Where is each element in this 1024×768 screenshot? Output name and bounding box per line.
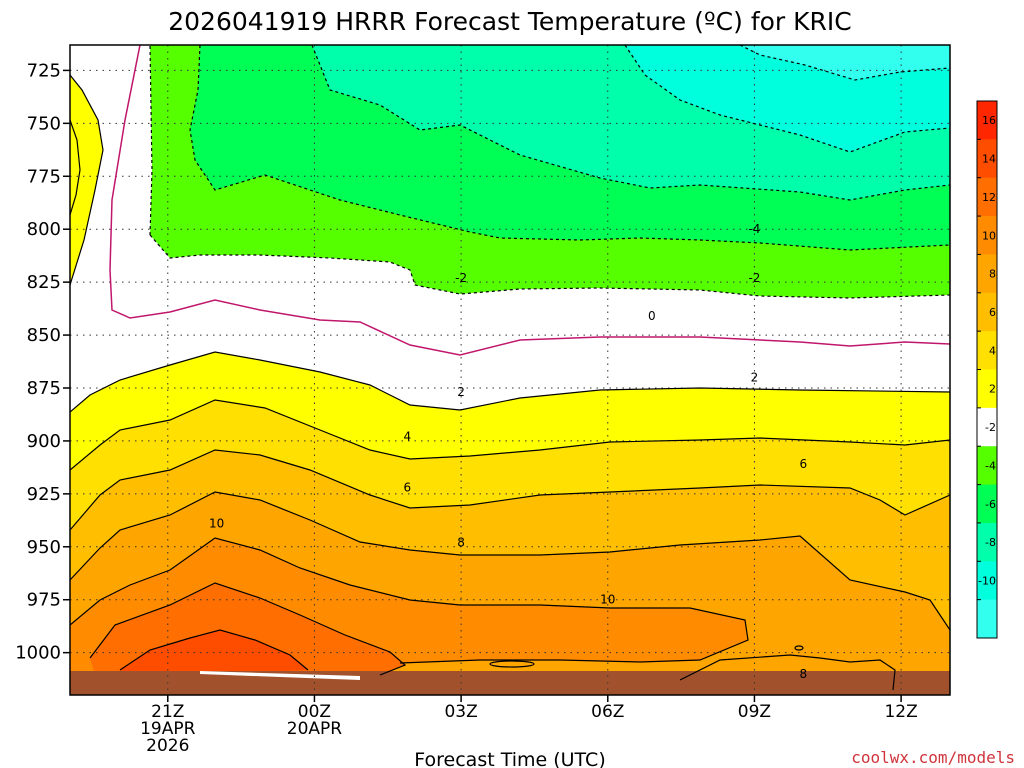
colorbar-swatch — [977, 561, 997, 601]
x-tick-label: 19APR — [140, 719, 196, 739]
x-tick-label: 21Z — [151, 702, 184, 722]
contour-label: 4 — [404, 430, 412, 444]
contour-line-6-left — [70, 119, 81, 216]
site-credit: coolwx.com/models — [851, 748, 1015, 767]
y-axis: 725 750 775 800 825 850 875 900 925 950 975 1000 — [15, 60, 70, 664]
plot-frame — [69, 44, 951, 696]
y-tick-label: 750 — [27, 113, 61, 134]
contour-line-2 — [70, 351, 950, 413]
y-tick-label: 875 — [27, 378, 61, 399]
contour-fills — [70, 45, 950, 695]
contour-line-0 — [109, 45, 950, 356]
colorbar-label: 10 — [982, 229, 996, 242]
terrain-edge — [200, 671, 360, 680]
contour-line-8-right — [679, 654, 896, 691]
colorbar-label: -8 — [985, 536, 996, 549]
x-tick-label: 09Z — [738, 702, 771, 722]
contour-label: -4 — [748, 222, 760, 236]
contour-line-m2 — [149, 234, 950, 299]
colorbar-swatch — [977, 101, 997, 140]
colorbar-label: -6 — [985, 498, 996, 511]
colorbar-swatch — [977, 599, 997, 639]
contour-label: 8 — [457, 536, 465, 550]
colorbar-label: 6 — [989, 306, 996, 319]
contour-line-tiny-loop — [794, 645, 804, 651]
contour-label: 8 — [800, 667, 808, 681]
band-green-10 — [740, 45, 950, 80]
contour-label: 2 — [751, 370, 759, 384]
y-tick-label: 975 — [27, 590, 61, 611]
colorbar-swatch — [977, 407, 997, 447]
y-tick-label: 725 — [27, 60, 61, 81]
contour-line-8 — [70, 491, 950, 631]
contour-line-small-loop — [489, 660, 535, 668]
band-yellow-left — [70, 75, 103, 285]
y-tick-label: 850 — [27, 325, 61, 346]
colorbar-label: 4 — [989, 344, 996, 357]
colorbar-label: 14 — [982, 153, 996, 166]
colorbar-swatch — [977, 216, 997, 255]
colorbar-swatch — [977, 484, 997, 524]
contour-line-14 — [119, 629, 309, 671]
colorbar-label: -10 — [978, 574, 996, 587]
contour-labels: -4 -2 -2 0 2 2 4 6 6 8 10 10 8 — [209, 222, 808, 681]
y-tick-label: 825 — [27, 272, 61, 293]
colorbar-swatch — [977, 369, 997, 409]
y-tick-label: 950 — [27, 537, 61, 558]
colorbar-swatch — [977, 522, 997, 562]
colorbar-swatch — [977, 177, 997, 217]
x-tick-label: 06Z — [591, 702, 624, 722]
colorbar-label: 12 — [982, 191, 996, 204]
contour-label: 6 — [404, 481, 412, 495]
contour-line-m6 — [311, 45, 950, 201]
contour-label: 6 — [800, 457, 808, 471]
contour-line-m4 — [189, 45, 950, 251]
contour-label: 10 — [600, 593, 615, 607]
y-tick-label: 925 — [27, 484, 61, 505]
colorbar-label: 16 — [982, 114, 996, 127]
contour-label: 2 — [457, 385, 465, 399]
contour-line-4 — [70, 399, 950, 471]
contour-lines — [70, 45, 950, 691]
colorbar-swatch — [977, 254, 997, 294]
contour-label: -2 — [455, 271, 467, 285]
grid-lines — [70, 45, 950, 695]
colorbar-swatch — [977, 446, 997, 486]
contour-line-6 — [70, 449, 950, 531]
colorbar-label: -4 — [985, 459, 996, 472]
x-axis-label: Forecast Time (UTC) — [414, 749, 605, 768]
y-tick-label: 1000 — [15, 643, 61, 664]
colorbar-label: 8 — [989, 268, 996, 281]
y-tick-label: 775 — [27, 166, 61, 187]
x-tick-label: 03Z — [444, 702, 477, 722]
colorbar: 16 14 12 10 8 6 4 2 -2 -4 -6 -8 -10 — [976, 100, 998, 639]
y-tick-label: 900 — [27, 431, 61, 452]
colorbar-label: 2 — [989, 383, 996, 396]
chart-title: 2026041919 HRRR Forecast Temperature (ºC… — [168, 7, 852, 36]
x-tick-label: 12Z — [884, 702, 917, 722]
contour-line-4-left — [70, 74, 104, 286]
colorbar-swatch — [977, 139, 997, 179]
contour-label: 10 — [209, 517, 224, 531]
contour-label: 0 — [648, 309, 656, 323]
colorbar-label: -2 — [985, 421, 996, 434]
x-tick-label: 2026 — [146, 736, 189, 756]
colorbar-swatch — [977, 292, 997, 332]
contour-label: -2 — [748, 271, 760, 285]
colorbar-swatch — [977, 331, 997, 370]
x-tick-label: 00Z — [298, 702, 331, 722]
terrain — [70, 671, 950, 695]
y-tick-label: 800 — [27, 219, 61, 240]
x-tick-label: 20APR — [287, 719, 343, 739]
contour-line-10 — [70, 537, 749, 664]
contour-line-m10 — [739, 45, 950, 81]
contour-line-12 — [89, 582, 407, 676]
contour-line-m8 — [624, 45, 950, 153]
